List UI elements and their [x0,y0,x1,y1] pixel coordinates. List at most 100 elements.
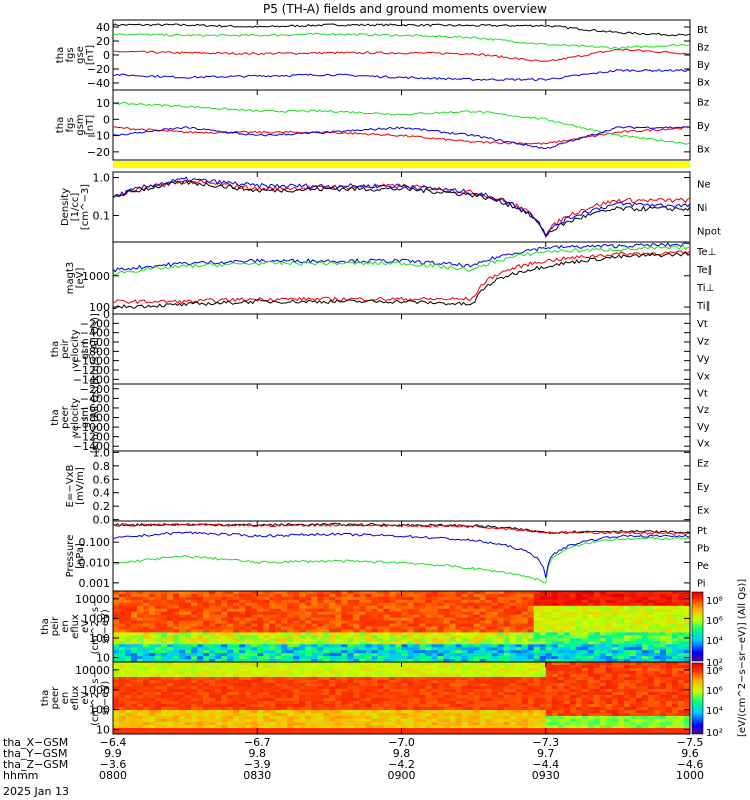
legend-entry: By [697,60,710,71]
y-axis-label: [nPa] [75,543,86,569]
y-tick-label: −600 [80,336,110,349]
legend-entry: Ex [697,505,709,516]
y-tick-label: 1000 [82,612,110,625]
y-axis-label: en [60,692,71,705]
trace-fgs-gsm-Bz [112,126,691,145]
y-axis-label: [eV] [75,268,86,289]
y-axis-label: tha [55,47,66,63]
date-label: 2025 Jan 13 [3,785,69,798]
y-axis-label: fgs [65,117,76,132]
legend-entry: Bt [697,25,708,36]
y-tick-label: −200 [80,383,110,396]
y-tick-label: 0.1 [93,209,111,222]
trace-temp-Ti∥ [112,245,691,276]
legend-entry: Vt [697,319,708,330]
y-axis-label: tha [50,341,61,357]
legend-entry: Vx [697,439,710,450]
legend-entry: By [697,121,710,132]
colorbar-tick: 10⁶ [706,686,723,697]
legend-entry: Vy [697,422,710,433]
colorbar-tick: 10⁸ [706,596,723,607]
x-tick-label: 9.6 [681,747,699,760]
colorbar-tick: 10⁴ [706,636,723,647]
trace-fgs-gse-Bt [112,23,691,37]
y-axis-label: sr−eV) [100,609,111,644]
y-axis-label: (cm^2−s− [90,670,101,726]
y-axis-label: gsm [80,407,91,428]
y-tick-label: 10 [96,97,110,110]
data-availability-bar [113,161,690,168]
legend-entry: Pe [697,561,709,572]
x-tick-label: −6.7 [244,736,271,749]
y-axis-label: fgs [65,47,76,62]
colorbar-tick: 10⁸ [706,666,723,677]
trace-fgs-gse-Bz [112,48,691,63]
legend-entry: Te⊥ [696,247,716,258]
y-tick-label: −1200 [73,431,110,444]
colorbar-label: [eV/(cm^2−s−sr−eV)] (All Qs)] [737,579,748,737]
legend-entry: Ti⊥ [696,283,714,294]
y-axis-label: eV [80,620,91,633]
legend-entry: Vz [697,336,709,347]
x-tick-label: −7.3 [532,736,559,749]
y-axis-label: magt3 [65,262,76,295]
y-axis-label: tha [55,117,66,133]
y-axis-label: E=−VxB [65,465,76,508]
y-tick-label: 10 [96,652,110,665]
y-tick-label: 1000 [82,270,110,283]
x-row-label: tha_X−GSM [3,736,68,749]
x-axis-table: tha_X−GSM −6.4 −6.7 −7.0 −7.3 −7.5 tha_Y−GSM 9.… [3,20,704,782]
legend-entry: Ey [697,482,709,493]
y-tick-label: −800 [80,345,110,358]
legend-entry: Ez [697,459,709,470]
y-axis-label: [nT] [85,45,96,65]
y-axis-labels: tha fgs gse [nT]tha fgs gsm [nT]Density [1/cc][… [40,45,111,726]
colorbar-tick: 10⁴ [706,706,723,717]
x-tick-label: 0800 [99,769,127,782]
panel-efield [112,450,691,522]
y-tick-label: 0.2 [93,500,111,513]
legend-entry: Bx [697,144,710,155]
y-tick-label: 100 [89,704,110,717]
y-tick-label: 100 [89,632,110,645]
trace-density-Npot [112,176,691,237]
y-axis-label: [nT] [85,115,96,135]
y-axis-label: [1/cc] [70,193,81,222]
panel-peer-spectrogram [113,662,691,735]
x-tick-label: 9.8 [393,747,411,760]
x-tick-label: −7.0 [388,736,415,749]
panel-fgs-gsm [112,89,691,161]
x-tick-label: −4.4 [532,758,559,771]
panel-peir-spectrogram [113,591,691,663]
y-tick-label: 1.0 [93,446,111,459]
x-row-label: tha_Y−GSM [3,747,67,760]
y-axis-label: tha [50,409,61,425]
y-tick-label: 0.0 [93,514,111,527]
y-tick-label: −600 [80,402,110,415]
y-tick-label: 0 [103,113,110,126]
x-tick-label: 1000 [676,769,704,782]
y-axis-label: eflux [70,686,81,711]
y-tick-label: 10000 [75,593,110,606]
y-tick-label: 0.4 [93,487,111,500]
panel-density [112,171,691,243]
y-axis-label: [cm^−3] [80,184,91,230]
y-tick-label: −40 [87,77,110,90]
legend-entry: Pt [697,526,707,537]
y-axis-label: en [60,620,71,633]
trace-density-Ni [112,179,691,236]
y-tick-label: 0.010 [79,557,111,570]
trace-fgs-gse-By [112,32,691,50]
y-tick-label: −1000 [73,421,110,434]
y-tick-label: 0 [103,308,110,321]
legend-entry: Pb [697,543,709,554]
x-tick-label: 0830 [243,769,271,782]
colorbar-tick: 10⁶ [706,616,723,627]
y-tick-label: 1.0 [93,172,111,185]
x-row-label: tha_Z−GSM [3,758,68,771]
y-axis-label: sr−eV) [100,681,111,716]
y-axis-label: (cm^2−s− [90,599,101,655]
x-tick-label: −3.6 [100,758,127,771]
colorbar-tick: 10² [706,658,723,669]
